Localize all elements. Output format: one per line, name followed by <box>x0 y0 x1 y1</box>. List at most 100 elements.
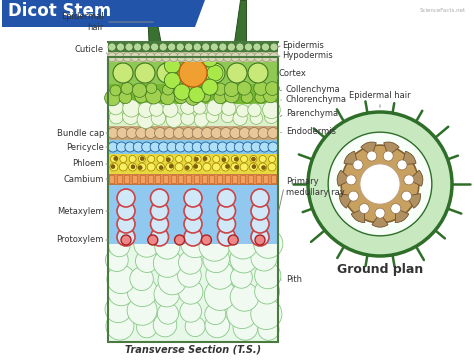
Bar <box>125 175 129 183</box>
Circle shape <box>346 175 356 185</box>
Circle shape <box>174 46 190 62</box>
Circle shape <box>254 229 283 258</box>
Circle shape <box>175 163 183 171</box>
Bar <box>147 175 153 183</box>
Circle shape <box>145 127 156 139</box>
Circle shape <box>250 156 257 163</box>
Text: Pith: Pith <box>286 275 302 285</box>
Circle shape <box>251 245 277 271</box>
Circle shape <box>133 142 143 152</box>
Circle shape <box>173 127 184 139</box>
Circle shape <box>258 127 269 139</box>
Circle shape <box>154 249 182 277</box>
Circle shape <box>184 228 202 246</box>
Circle shape <box>236 43 244 51</box>
Circle shape <box>230 245 258 273</box>
Circle shape <box>127 127 137 139</box>
Circle shape <box>235 165 238 169</box>
Circle shape <box>130 267 154 291</box>
Circle shape <box>246 52 255 62</box>
Text: Epidermis: Epidermis <box>282 42 324 51</box>
Circle shape <box>250 112 263 125</box>
Circle shape <box>234 157 238 161</box>
Circle shape <box>136 127 147 139</box>
Circle shape <box>220 127 231 139</box>
Circle shape <box>375 208 385 218</box>
Circle shape <box>147 163 155 171</box>
Circle shape <box>123 108 139 125</box>
Circle shape <box>237 81 251 95</box>
Text: Epidermal hair: Epidermal hair <box>349 91 411 100</box>
Circle shape <box>115 52 124 62</box>
Circle shape <box>128 163 137 171</box>
Circle shape <box>158 142 169 152</box>
Circle shape <box>218 142 228 152</box>
Bar <box>109 175 114 183</box>
Bar <box>201 175 207 183</box>
Wedge shape <box>337 170 351 186</box>
Circle shape <box>222 158 226 162</box>
Circle shape <box>121 83 133 94</box>
Circle shape <box>127 295 157 325</box>
Circle shape <box>185 90 201 105</box>
Circle shape <box>227 63 247 83</box>
Circle shape <box>262 52 271 62</box>
Circle shape <box>110 163 118 171</box>
Circle shape <box>221 163 229 171</box>
Circle shape <box>353 160 363 170</box>
Circle shape <box>174 90 188 104</box>
Circle shape <box>228 235 238 245</box>
Circle shape <box>383 151 393 161</box>
Circle shape <box>138 102 154 117</box>
Circle shape <box>185 43 193 51</box>
Bar <box>108 57 278 342</box>
Circle shape <box>251 228 269 246</box>
Circle shape <box>262 43 270 51</box>
Circle shape <box>251 298 282 329</box>
Circle shape <box>228 43 236 51</box>
Text: Dicot Stem: Dicot Stem <box>8 2 111 20</box>
Text: Metaxylem: Metaxylem <box>57 206 104 215</box>
Circle shape <box>202 82 214 94</box>
Circle shape <box>108 279 134 306</box>
Circle shape <box>267 127 279 139</box>
Circle shape <box>161 90 175 105</box>
Circle shape <box>119 91 132 104</box>
Circle shape <box>202 79 218 95</box>
Wedge shape <box>407 194 420 208</box>
Circle shape <box>151 228 168 246</box>
Circle shape <box>251 202 269 220</box>
Circle shape <box>262 165 265 169</box>
Circle shape <box>159 43 167 51</box>
Circle shape <box>184 163 192 171</box>
Circle shape <box>268 163 276 171</box>
Circle shape <box>175 156 182 163</box>
Circle shape <box>218 215 236 233</box>
Circle shape <box>123 100 140 117</box>
Circle shape <box>179 251 202 274</box>
Circle shape <box>155 234 180 259</box>
Text: Collenchyma: Collenchyma <box>286 84 341 93</box>
Wedge shape <box>344 151 358 165</box>
Circle shape <box>166 157 170 161</box>
Circle shape <box>146 88 162 104</box>
Text: Cambium: Cambium <box>64 174 104 184</box>
Circle shape <box>211 127 222 139</box>
Circle shape <box>204 279 236 311</box>
Circle shape <box>153 313 177 337</box>
Circle shape <box>212 163 220 171</box>
Circle shape <box>128 277 157 307</box>
Text: Chlorenchyma: Chlorenchyma <box>286 96 347 105</box>
Circle shape <box>181 111 195 125</box>
Text: Bundle cap: Bundle cap <box>56 129 104 138</box>
Circle shape <box>154 281 180 307</box>
Text: Cortex: Cortex <box>279 68 307 77</box>
Circle shape <box>177 52 186 62</box>
Circle shape <box>233 315 258 340</box>
Text: Ground plan: Ground plan <box>337 264 423 277</box>
Text: Parenchyma: Parenchyma <box>286 109 338 118</box>
Polygon shape <box>2 0 205 27</box>
Circle shape <box>233 111 247 126</box>
Bar <box>163 175 168 183</box>
Circle shape <box>132 83 146 97</box>
